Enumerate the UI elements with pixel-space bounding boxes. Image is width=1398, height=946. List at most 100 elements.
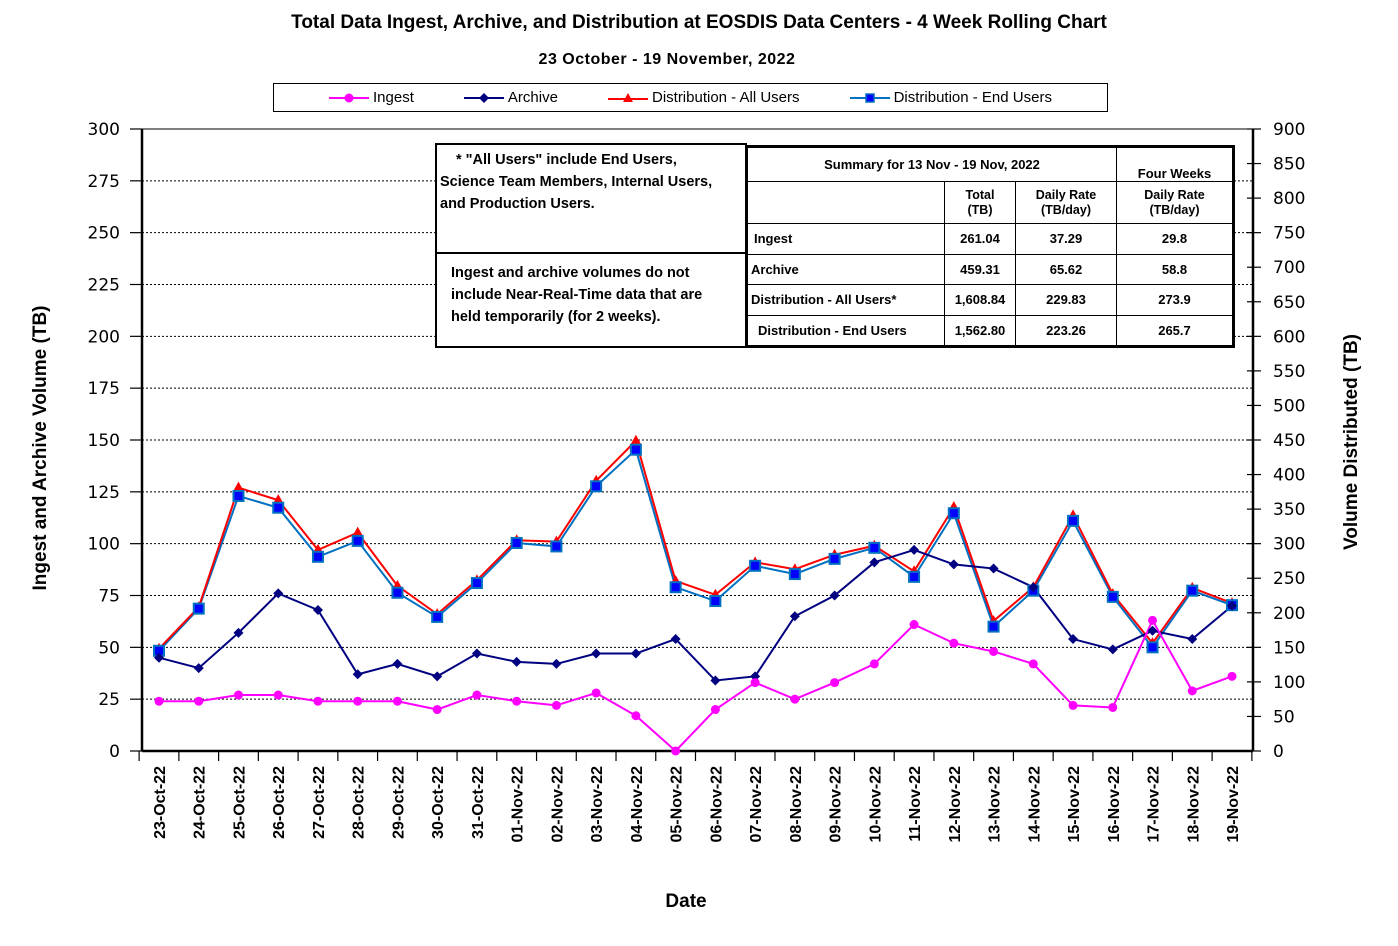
data-point-distribution-all-users bbox=[233, 481, 244, 491]
data-point-distribution-end-users bbox=[749, 559, 762, 572]
legend-label: Archive bbox=[507, 89, 558, 106]
y-tick-label-right: 300 bbox=[1273, 535, 1305, 555]
note-line: Ingest and archive volumes do not bbox=[451, 265, 690, 281]
data-point-ingest bbox=[1148, 615, 1158, 625]
row-label: Distribution - End Users bbox=[747, 314, 945, 346]
x-tick-label: 13-Nov-22 bbox=[987, 766, 1004, 843]
header-line: Daily Rate bbox=[1035, 187, 1097, 202]
data-point-ingest bbox=[750, 678, 760, 688]
data-point-ingest bbox=[830, 678, 840, 688]
x-tick-label: 08-Nov-22 bbox=[788, 766, 805, 843]
y-tick-label-left: 150 bbox=[88, 431, 120, 451]
cell-four-week-daily: 273.9 bbox=[1116, 284, 1233, 316]
x-axis-title: Date bbox=[665, 891, 707, 912]
blank-header bbox=[747, 181, 945, 224]
data-point-archive bbox=[273, 588, 284, 599]
x-tick-label: 01-Nov-22 bbox=[510, 766, 527, 843]
x-tick-label: 30-Oct-22 bbox=[430, 766, 447, 839]
data-point-ingest bbox=[1187, 686, 1197, 696]
y-tick-label-right: 700 bbox=[1273, 258, 1305, 278]
col-header-total: Total (TB) bbox=[944, 181, 1016, 224]
data-point-distribution-all-users bbox=[630, 434, 641, 444]
summary-title: Summary for 13 Nov - 19 Nov, 2022 bbox=[747, 147, 1117, 182]
data-point-ingest bbox=[591, 688, 601, 698]
header-line: (TB/day) bbox=[1041, 202, 1091, 217]
summary-table: Summary for 13 Nov - 19 Nov, 2022 Four W… bbox=[745, 145, 1235, 348]
data-point-distribution-end-users bbox=[311, 550, 324, 563]
legend-item-archive: Archive bbox=[463, 89, 558, 106]
data-point-ingest bbox=[949, 638, 959, 648]
data-point-archive bbox=[352, 669, 363, 680]
note-line: Science Team Members, Internal Users, bbox=[440, 174, 713, 190]
y-tick-label-right: 750 bbox=[1273, 224, 1305, 244]
four-weeks-header: Four Weeks bbox=[1116, 147, 1233, 182]
data-point-archive bbox=[948, 559, 959, 570]
x-tick-label: 02-Nov-22 bbox=[549, 766, 566, 843]
data-point-ingest bbox=[1028, 659, 1038, 669]
x-tick-label: 04-Nov-22 bbox=[629, 766, 646, 843]
x-tick-label: 18-Nov-22 bbox=[1185, 766, 1202, 843]
row-label: Distribution - All Users* bbox=[747, 284, 945, 316]
row-label: Ingest bbox=[747, 223, 945, 255]
data-point-distribution-end-users bbox=[868, 541, 881, 554]
y-tick-label-right: 450 bbox=[1273, 431, 1305, 451]
y-tick-label-left: 275 bbox=[88, 172, 120, 192]
y-tick-label-left: 200 bbox=[88, 327, 120, 347]
y-tick-label-left: 175 bbox=[88, 379, 120, 399]
data-point-distribution-end-users bbox=[510, 536, 523, 549]
data-point-ingest bbox=[392, 696, 402, 706]
x-tick-label: 06-Nov-22 bbox=[708, 766, 725, 843]
x-tick-label: 10-Nov-22 bbox=[867, 766, 884, 843]
data-point-distribution-all-users bbox=[312, 543, 323, 553]
x-tick-label: 31-Oct-22 bbox=[470, 766, 487, 839]
data-point-ingest bbox=[869, 659, 879, 669]
y-tick-label-right: 900 bbox=[1273, 120, 1305, 140]
x-tick-label: 27-Oct-22 bbox=[311, 766, 328, 839]
x-tick-label: 16-Nov-22 bbox=[1106, 766, 1123, 843]
cell-total: 1,608.84 bbox=[944, 284, 1016, 316]
data-point-archive bbox=[154, 652, 164, 663]
header-line: Total bbox=[965, 187, 995, 202]
data-point-distribution-end-users bbox=[629, 443, 642, 456]
data-point-distribution-end-users bbox=[828, 552, 841, 565]
note-line: and Production Users. bbox=[440, 196, 595, 212]
data-point-ingest bbox=[790, 694, 800, 704]
data-point-ingest bbox=[194, 696, 204, 706]
data-point-archive bbox=[630, 648, 641, 659]
row-label: Archive bbox=[747, 253, 945, 285]
chart-title: Total Data Ingest, Archive, and Distribu… bbox=[291, 12, 1107, 33]
x-tick-label: 19-Nov-22 bbox=[1225, 766, 1242, 843]
y-tick-label-right: 50 bbox=[1273, 707, 1295, 727]
data-point-distribution-end-users bbox=[1067, 514, 1080, 527]
data-point-archive bbox=[471, 648, 482, 659]
data-point-ingest bbox=[909, 620, 919, 630]
data-point-ingest bbox=[710, 705, 720, 715]
data-point-archive bbox=[988, 563, 999, 574]
x-tick-label: 25-Oct-22 bbox=[231, 766, 248, 839]
y-tick-label-right: 650 bbox=[1273, 293, 1305, 313]
data-point-distribution-all-users bbox=[273, 494, 284, 504]
y-tick-label-right: 850 bbox=[1273, 155, 1305, 175]
diamond-marker-icon bbox=[463, 92, 504, 103]
data-point-archive bbox=[193, 663, 204, 674]
y-tick-label-left: 25 bbox=[98, 690, 120, 710]
x-tick-label: 07-Nov-22 bbox=[748, 766, 765, 843]
x-tick-label: 09-Nov-22 bbox=[828, 766, 845, 843]
series-line-distribution-end-users bbox=[158, 447, 1233, 652]
data-point-archive bbox=[312, 605, 323, 616]
data-point-ingest bbox=[671, 746, 681, 756]
y-tick-label-left: 300 bbox=[88, 120, 120, 140]
cell-four-week-daily: 265.7 bbox=[1116, 314, 1233, 346]
data-point-archive bbox=[233, 627, 244, 638]
cell-total: 1,562.80 bbox=[944, 314, 1016, 346]
data-point-distribution-end-users bbox=[431, 610, 444, 623]
header-line: (TB) bbox=[967, 202, 993, 217]
data-point-archive bbox=[591, 648, 602, 659]
chart-subtitle: 23 October - 19 November, 2022 bbox=[538, 51, 796, 68]
data-point-distribution-end-users bbox=[947, 507, 960, 520]
cell-daily: 65.62 bbox=[1015, 253, 1117, 285]
data-point-distribution-end-users bbox=[1106, 590, 1119, 603]
data-point-distribution-end-users bbox=[908, 570, 921, 583]
data-point-archive bbox=[869, 557, 880, 568]
